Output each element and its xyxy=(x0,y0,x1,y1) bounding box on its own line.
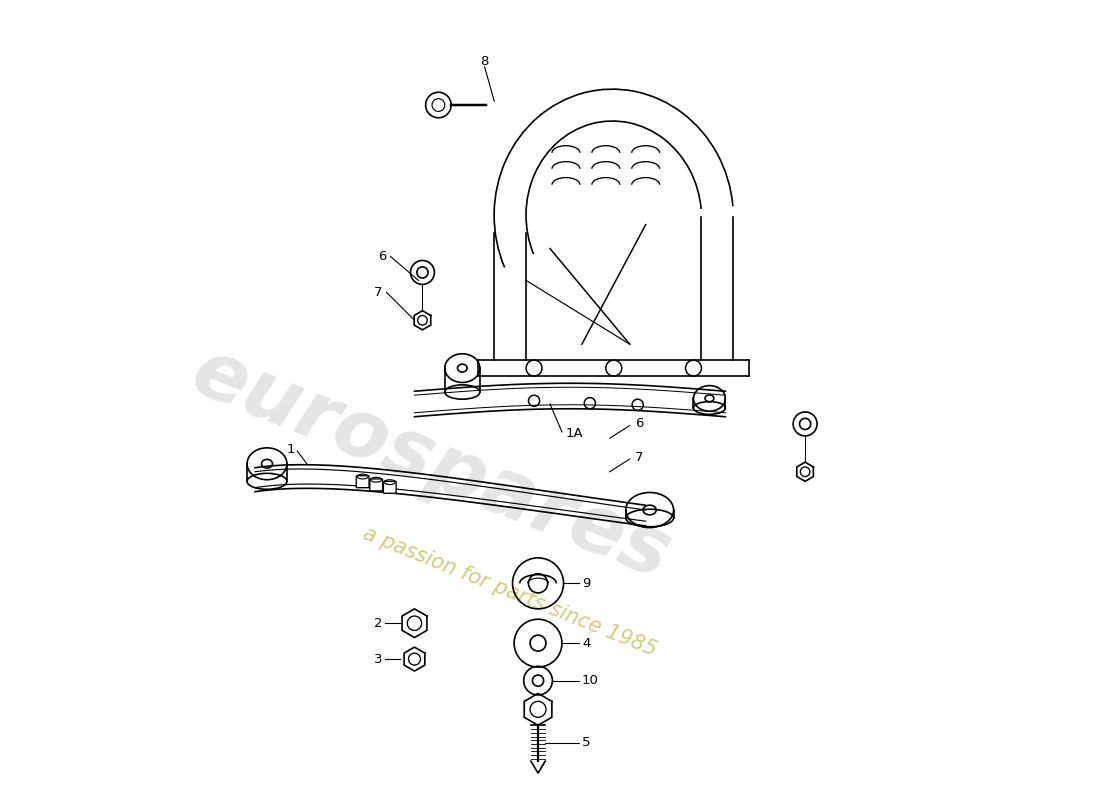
Text: 7: 7 xyxy=(636,451,644,464)
Text: 6: 6 xyxy=(636,418,644,430)
Text: 2: 2 xyxy=(374,617,383,630)
Text: a passion for parts since 1985: a passion for parts since 1985 xyxy=(361,523,660,660)
Text: 4: 4 xyxy=(582,637,591,650)
Text: 7: 7 xyxy=(374,286,383,299)
Text: 5: 5 xyxy=(582,736,591,750)
Text: 9: 9 xyxy=(582,577,591,590)
Text: 6: 6 xyxy=(378,250,386,263)
Text: 3: 3 xyxy=(374,653,383,666)
FancyBboxPatch shape xyxy=(356,476,369,488)
FancyBboxPatch shape xyxy=(384,482,396,494)
Text: 8: 8 xyxy=(481,54,488,68)
Text: 10: 10 xyxy=(582,674,598,687)
FancyBboxPatch shape xyxy=(370,479,383,491)
Text: eurospares: eurospares xyxy=(179,332,681,595)
Text: 1: 1 xyxy=(286,443,295,456)
Text: 1A: 1A xyxy=(565,427,584,440)
